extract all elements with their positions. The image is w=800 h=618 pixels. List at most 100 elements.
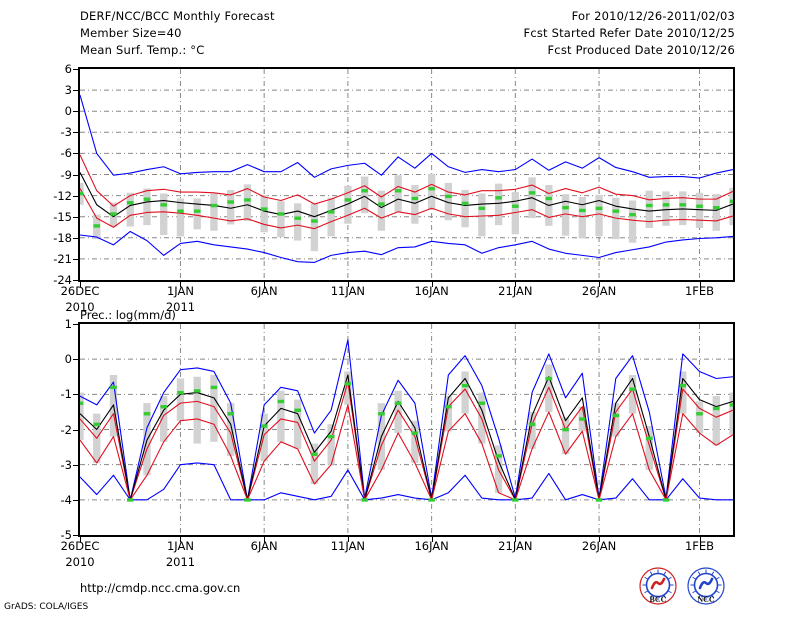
temp-series-maximum	[80, 94, 733, 179]
prec-x-tick-mark	[180, 537, 182, 542]
temp-y-tick-label: 6	[64, 62, 72, 76]
grads-credit: GrADS: COLA/IGES	[4, 602, 89, 612]
prec-x-tick-label: 21JAN	[498, 539, 533, 553]
forecast-period-label: For 2010/12/26-2011/02/03	[571, 9, 735, 23]
prec-x-tick-mark	[431, 537, 433, 542]
prec-plot-svg	[80, 324, 733, 535]
temp-gridlines	[80, 69, 733, 280]
forecast-title: DERF/NCC/BCC Monthly Forecast	[80, 9, 275, 23]
prec-y-tick-mark	[73, 535, 78, 536]
ncc-logo-icon: NCC	[686, 566, 726, 606]
prec-y-tick-mark	[73, 359, 78, 361]
prec-y-tick-label: -2	[60, 422, 72, 437]
prec-x-tick-label: 16JAN	[414, 539, 449, 553]
prec-x-tick-mark	[264, 537, 266, 542]
temp-x-tick-mark	[515, 282, 517, 287]
temp-y-tick-label: 3	[64, 83, 72, 98]
prec-y-tick-mark	[73, 464, 78, 466]
temp-y-tick-mark	[73, 237, 78, 239]
svg-text:NCC: NCC	[697, 595, 715, 604]
temp-y-tick-label: 0	[64, 104, 72, 119]
temp-y-tick-mark	[73, 69, 78, 70]
prec-y-tick-mark	[73, 499, 78, 501]
prec-x-tick-label: 11JAN	[330, 539, 366, 553]
temp-y-tick-label: -12	[53, 188, 72, 203]
temp-x-tick-label: 11JAN	[330, 284, 366, 298]
precipitation-plot-area	[80, 324, 733, 535]
temp-variable-label: Mean Surf. Temp.: °C	[80, 43, 205, 57]
prec-x-tick-sublabel: 2010	[65, 555, 95, 569]
temp-x-tick-mark	[180, 282, 182, 287]
prec-y-tick-mark	[73, 394, 78, 396]
temp-y-tick-label: -6	[60, 146, 72, 161]
prec-series-minimum	[80, 462, 733, 501]
temp-y-tick-label: -9	[60, 167, 72, 182]
temp-x-tick-label: 6JAN	[250, 284, 278, 298]
temp-x-tick-label: 1FEB	[684, 284, 715, 298]
prec-x-tick-label: 26JAN	[581, 539, 617, 553]
temp-series-ensemble-mean	[80, 172, 733, 218]
prec-y-tick-label: -5	[60, 528, 72, 542]
temp-x-tick-mark	[347, 282, 349, 287]
temperature-plot-area	[80, 69, 733, 280]
temp-y-tick-label: -21	[53, 251, 72, 266]
prec-series-upper-quartile	[80, 381, 733, 501]
temp-x-tick-label: 26DEC	[60, 284, 100, 298]
temp-y-tick-mark	[73, 132, 78, 134]
prec-y-tick-label: -3	[60, 457, 72, 472]
temp-y-tick-label: -18	[53, 230, 72, 245]
temp-x-tick-mark	[599, 282, 601, 287]
prec-x-tick-label: 1FEB	[684, 539, 715, 553]
prec-x-tick-label: 26DEC	[60, 539, 100, 553]
temp-y-tick-mark	[73, 280, 78, 281]
member-size-label: Member Size=40	[80, 26, 182, 40]
prec-y-tick-label: 1	[64, 317, 72, 331]
temp-y-tick-label: -24	[53, 273, 72, 287]
prec-variable-label: Prec.: log(mm/d)	[80, 308, 176, 322]
temp-x-tick-mark	[699, 282, 701, 287]
prec-x-tick-label: 6JAN	[250, 539, 278, 553]
temp-x-tick-label: 26JAN	[581, 284, 617, 298]
temp-series-lower-quartile	[80, 188, 733, 230]
temp-y-tick-mark	[73, 216, 78, 218]
temp-y-tick-mark	[73, 258, 78, 260]
temp-x-tick-label: 1JAN	[166, 284, 194, 298]
prec-observation-markers	[80, 376, 733, 502]
prec-y-tick-label: -4	[60, 492, 72, 507]
prec-x-tick-sublabel: 2011	[165, 555, 196, 569]
temp-series-minimum	[80, 230, 733, 263]
forecast-start-date-label: Fcst Started Refer Date 2010/12/25	[523, 26, 735, 40]
website-url[interactable]: http://cmdp.ncc.cma.gov.cn	[80, 581, 241, 595]
prec-y-tick-mark	[73, 324, 78, 325]
temp-x-tick-label: 21JAN	[498, 284, 533, 298]
prec-gridlines	[80, 324, 733, 535]
prec-x-tick-mark	[515, 537, 517, 542]
temp-y-tick-mark	[73, 153, 78, 155]
prec-y-tick-label: 0	[64, 352, 72, 367]
prec-x-tick-mark	[599, 537, 601, 542]
svg-text:BCC: BCC	[650, 595, 667, 604]
temp-y-tick-label: -15	[53, 209, 72, 224]
temp-y-tick-mark	[73, 195, 78, 197]
logo-group: BCC NCC	[638, 566, 748, 606]
temp-x-tick-label: 16JAN	[414, 284, 449, 298]
temp-y-tick-label: -3	[60, 125, 72, 140]
prec-spread-bars	[80, 364, 733, 493]
prec-series-maximum	[80, 339, 733, 501]
forecast-produced-date-label: Fcst Produced Date 2010/12/26	[547, 43, 735, 57]
bcc-logo-icon: BCC	[638, 566, 678, 606]
temp-x-tick-sublabel: 2011	[165, 300, 196, 314]
temp-y-tick-mark	[73, 111, 78, 113]
temp-x-tick-mark	[80, 282, 81, 287]
prec-series-lower-quartile	[80, 404, 733, 501]
temp-observation-markers	[80, 186, 733, 228]
temp-x-tick-mark	[431, 282, 433, 287]
temp-y-tick-mark	[73, 90, 78, 92]
prec-x-tick-mark	[347, 537, 349, 542]
prec-series-ensemble-mean	[80, 374, 733, 501]
temp-x-tick-mark	[264, 282, 266, 287]
precipitation-chart-panel	[78, 322, 735, 537]
prec-x-tick-label: 1JAN	[166, 539, 194, 553]
temp-x-tick-sublabel: 2010	[65, 300, 95, 314]
